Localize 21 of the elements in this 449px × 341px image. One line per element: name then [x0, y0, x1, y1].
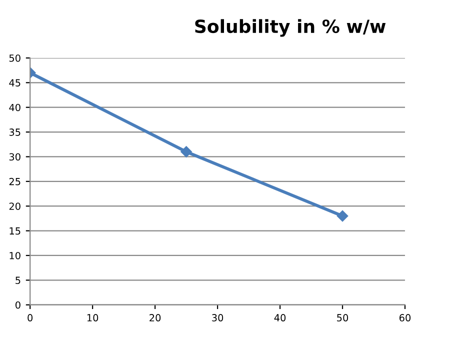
point — [180, 146, 192, 158]
y-tick-label: 25 — [9, 178, 20, 186]
chart-title: Solubility in % w/w — [195, 19, 386, 37]
x-tick-label: 60 — [399, 314, 411, 322]
x-tick-label: 30 — [212, 314, 224, 322]
x-tick-label: 0 — [28, 314, 33, 322]
y-tick-label: 20 — [9, 202, 20, 210]
y-tick-label: 35 — [9, 128, 20, 136]
x-tick-label: 40 — [274, 314, 286, 322]
x-tick-label: 10 — [87, 314, 98, 322]
y-tick-label: 45 — [9, 79, 20, 86]
point — [336, 210, 348, 222]
y-tick-label: 30 — [9, 153, 20, 161]
y-tick-label: 40 — [9, 104, 20, 112]
y-tick-label: 15 — [10, 227, 20, 235]
y-tick-label: 5 — [16, 276, 20, 284]
y-tick-label: 0 — [16, 301, 20, 309]
x-tick-label: 20 — [150, 314, 161, 322]
y-tick-label: 10 — [10, 252, 20, 260]
x-tick-label: 50 — [337, 314, 348, 322]
y-tick-label: 50 — [9, 54, 20, 62]
